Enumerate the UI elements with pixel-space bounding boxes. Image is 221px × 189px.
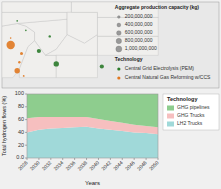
map-background xyxy=(2,2,219,88)
x-tick xyxy=(134,158,135,160)
node xyxy=(14,68,19,73)
node xyxy=(16,20,18,22)
legend-label: LH2 Trucks xyxy=(177,120,203,126)
legend-key xyxy=(167,106,174,111)
chart: Aggregate production capacity (kg) 200,00… xyxy=(0,0,221,189)
x-tick xyxy=(86,158,87,160)
legend-key xyxy=(117,67,120,70)
y-tick-label: 0.0 xyxy=(16,154,24,160)
state xyxy=(45,35,97,56)
legend-label: Central Grid Electrolysis (PEM) xyxy=(125,65,195,71)
legend-key xyxy=(167,122,174,127)
x-tick xyxy=(38,158,39,160)
legend-title: Technology xyxy=(167,96,198,102)
areas xyxy=(27,94,158,158)
y-tick xyxy=(25,132,27,133)
x-tick-label: 2044 xyxy=(112,159,124,171)
state xyxy=(56,55,97,77)
y-tick-label: 20 xyxy=(18,142,24,148)
node xyxy=(18,61,20,63)
size-legend-label: 200,000,000 xyxy=(125,13,153,19)
legend-label: Central Natural Gas Reforming w/CCS xyxy=(125,74,211,80)
map-legend: Aggregate production capacity (kg) 200,00… xyxy=(115,4,211,80)
size-legend-key xyxy=(116,46,122,52)
x-tick-label: 2032 xyxy=(40,159,52,171)
x-tick xyxy=(50,158,51,160)
x-tick-label: 2028 xyxy=(17,159,29,171)
node xyxy=(10,37,12,39)
plot-frame xyxy=(27,94,158,158)
x-tick-label: 2030 xyxy=(29,159,41,171)
y-tick xyxy=(25,106,27,107)
x-tick xyxy=(110,158,111,160)
x-tick xyxy=(62,158,63,160)
plot-background xyxy=(27,94,158,158)
state xyxy=(19,41,56,78)
y-tick xyxy=(25,158,27,159)
y-tick-label: 80 xyxy=(18,103,24,109)
state xyxy=(2,2,71,12)
x-tick-label: 2050 xyxy=(148,159,160,171)
x-tick xyxy=(158,158,159,160)
legend-frame xyxy=(163,94,219,130)
state xyxy=(97,36,158,55)
size-legend-key xyxy=(116,38,121,43)
node xyxy=(37,49,41,53)
y-tick xyxy=(25,119,27,120)
y-tick-label: 60 xyxy=(18,116,24,122)
x-tick-label: 2048 xyxy=(136,159,148,171)
legend-label: GHG pipelines xyxy=(177,104,210,110)
area-panel: 0.02040608010020282030203220342036203820… xyxy=(1,90,219,186)
node xyxy=(23,75,25,77)
legend-key xyxy=(167,114,174,119)
y-axis-label: Total hydrogen flows (%) xyxy=(1,96,7,156)
y-tick-label: 100 xyxy=(15,90,24,96)
node xyxy=(54,61,59,66)
map-legend-title: Aggregate production capacity (kg) xyxy=(115,4,200,10)
y-tick xyxy=(25,145,27,146)
y-tick xyxy=(25,94,27,95)
state xyxy=(97,17,158,36)
legend: Technology GHG pipelines GHG Trucks LH2 Tru… xyxy=(163,94,219,130)
node xyxy=(100,64,104,68)
x-tick-label: 2046 xyxy=(124,159,136,171)
x-tick xyxy=(27,158,28,160)
nodes xyxy=(6,20,103,77)
size-legend-label: 400,000,000 xyxy=(125,21,153,27)
node xyxy=(6,41,14,49)
legend-key xyxy=(117,76,120,79)
map-panel: Aggregate production capacity (kg) 200,00… xyxy=(2,2,219,88)
x-tick xyxy=(74,158,75,160)
size-legend-label: 800,000,000 xyxy=(125,37,153,43)
legend-label: GHG Trucks xyxy=(177,112,205,118)
y-tick-label: 40 xyxy=(18,129,24,135)
node xyxy=(25,30,27,32)
node xyxy=(49,35,51,37)
x-tick-label: 2036 xyxy=(64,159,76,171)
size-legend-key xyxy=(117,23,121,27)
node xyxy=(20,52,23,55)
x-tick-label: 2040 xyxy=(88,159,100,171)
x-tick-label: 2042 xyxy=(100,159,112,171)
x-tick xyxy=(122,158,123,160)
map-legend-subtitle: Technology xyxy=(115,56,143,62)
size-legend-key xyxy=(117,31,122,36)
x-tick xyxy=(98,158,99,160)
size-legend-label: 1,000,000,000 xyxy=(125,45,157,51)
size-legend-label: 600,000,000 xyxy=(125,29,153,35)
state xyxy=(2,12,67,26)
x-tick-label: 2034 xyxy=(52,159,64,171)
area xyxy=(27,94,158,127)
x-tick-label: 2038 xyxy=(76,159,88,171)
x-axis-label: Years xyxy=(85,180,100,186)
x-tick xyxy=(146,158,147,160)
size-legend-key xyxy=(117,16,120,19)
